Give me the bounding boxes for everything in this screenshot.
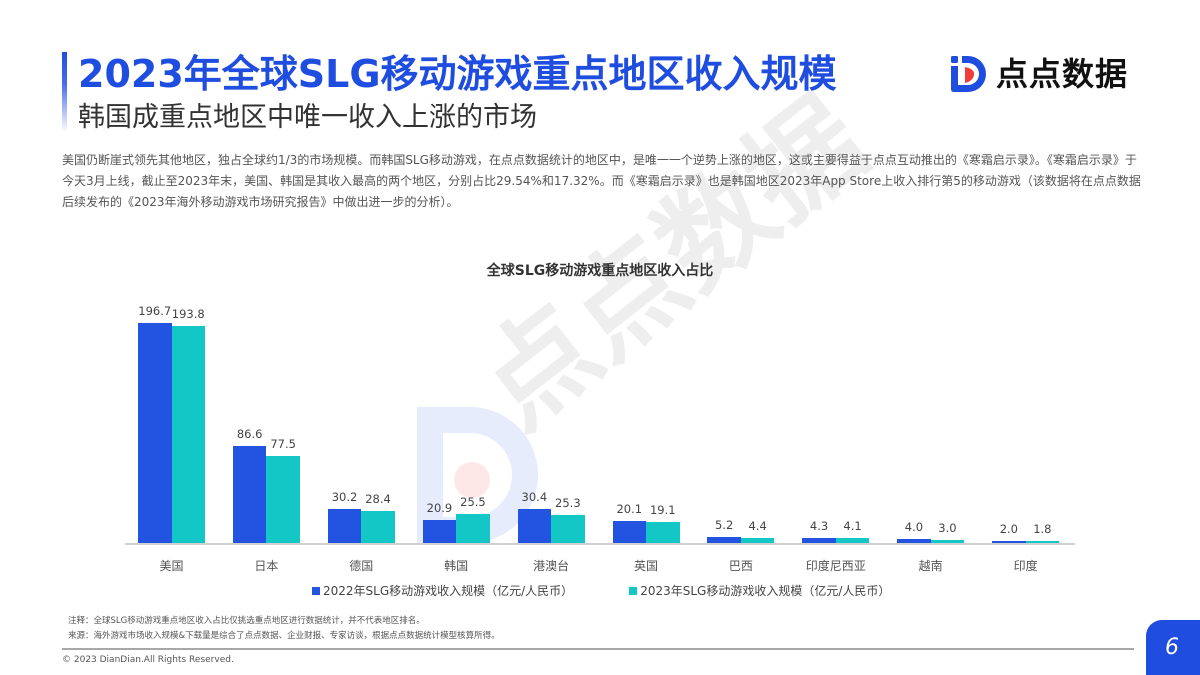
value-label: 86.6 [236, 427, 263, 442]
category-label: 巴西 [728, 559, 753, 573]
legend-item-2023: 2023年SLG移动游戏收入规模（亿元/人民币） [629, 582, 890, 599]
value-label: 20.9 [426, 500, 453, 515]
bar-2022 [232, 446, 267, 543]
bar-2022 [802, 538, 836, 543]
x-axis-line [125, 543, 1075, 545]
legend-item-2022: 2022年SLG移动游戏收入规模（亿元/人民币） [312, 582, 573, 599]
brand-logo: 点点数据 [948, 52, 1128, 96]
bar-2022 [327, 509, 362, 543]
legend-label-2022: 2022年SLG移动游戏收入规模（亿元/人民币） [323, 584, 574, 598]
value-label: 77.5 [270, 437, 296, 452]
page-title: 2023年全球SLG移动游戏重点地区收入规模 [78, 52, 837, 96]
category-label: 越南 [918, 559, 943, 573]
bar-2023 [646, 521, 680, 543]
bar-2022 [422, 519, 457, 543]
category-label: 印度尼西亚 [805, 559, 866, 573]
value-label: 20.1 [616, 501, 643, 516]
brand-name: 点点数据 [996, 55, 1129, 93]
bar-2023 [1025, 540, 1060, 543]
bar-2022 [612, 520, 646, 543]
copyright-text: © 2023 DianDian.All Rights Reserved. [62, 655, 234, 665]
category-label: 日本 [254, 559, 279, 573]
value-label: 30.2 [331, 490, 358, 505]
bar-2022 [707, 537, 741, 543]
value-label: 28.4 [365, 492, 391, 507]
value-label: 4.3 [809, 519, 829, 534]
value-label: 193.8 [171, 307, 205, 322]
legend-label-2023: 2023年SLG移动游戏收入规模（亿元/人民币） [640, 584, 891, 598]
value-label: 4.4 [748, 519, 767, 534]
value-label: 19.1 [649, 502, 676, 517]
legend-swatch-2023 [629, 586, 638, 595]
value-label: 30.4 [521, 489, 548, 504]
bar-2022 [138, 323, 172, 543]
category-label: 港澳台 [533, 559, 570, 573]
chart-title: 全球SLG移动游戏重点地区收入占比 [486, 263, 714, 279]
bar-2023 [835, 538, 870, 543]
category-label: 英国 [633, 559, 658, 573]
bar-2023 [930, 539, 965, 543]
value-label: 4.0 [904, 519, 924, 534]
footer-divider [62, 648, 1134, 650]
category-label: 印度 [1013, 559, 1038, 573]
category-label: 韩国 [444, 559, 469, 573]
chart-legend: 2022年SLG移动游戏收入规模（亿元/人民币） 2023年SLG移动游戏收入规… [312, 582, 890, 599]
footnotes: 注释：全球SLG移动游戏重点地区收入占比仅挑选重点地区进行数据统计，并不代表地区… [68, 614, 500, 644]
value-label: 196.7 [138, 304, 172, 318]
page-number-badge: 6 [1146, 620, 1200, 675]
value-label: 3.0 [938, 520, 957, 535]
bar-2023 [266, 456, 300, 543]
bar-2022 [517, 508, 552, 543]
bar-2023 [551, 514, 585, 543]
bar-2022 [897, 538, 931, 543]
bar-2023 [171, 326, 205, 543]
value-label: 4.1 [843, 519, 862, 534]
footnote-note: 注释：全球SLG移动游戏重点地区收入占比仅挑选重点地区进行数据统计，并不代表地区… [68, 616, 425, 626]
bar-2023 [740, 538, 775, 543]
value-label: 5.2 [714, 518, 734, 533]
summary-paragraph: 美国仍断崖式领先其他地区，独占全球约1/3的市场规模。而韩国SLG移动游戏，在点… [62, 153, 1141, 209]
value-label: 25.5 [460, 495, 486, 510]
bar-2023 [456, 514, 490, 543]
title-accent-bar [62, 52, 67, 132]
bar-2023 [361, 511, 395, 543]
bar-2022 [992, 540, 1026, 543]
page-subtitle: 韩国成重点地区中唯一收入上涨的市场 [78, 102, 537, 133]
value-label: 25.3 [555, 495, 581, 510]
category-label: 美国 [159, 559, 184, 573]
value-label: 1.8 [1033, 521, 1052, 536]
diandian-d-logo-icon [951, 56, 986, 92]
category-label: 德国 [349, 559, 374, 573]
footnote-source: 来源：海外游戏市场收入规模&下载量是综合了点点数据、企业财报、专家访谈，根据点点… [68, 631, 500, 641]
value-label: 2.0 [999, 521, 1018, 536]
legend-swatch-2022 [312, 586, 320, 595]
